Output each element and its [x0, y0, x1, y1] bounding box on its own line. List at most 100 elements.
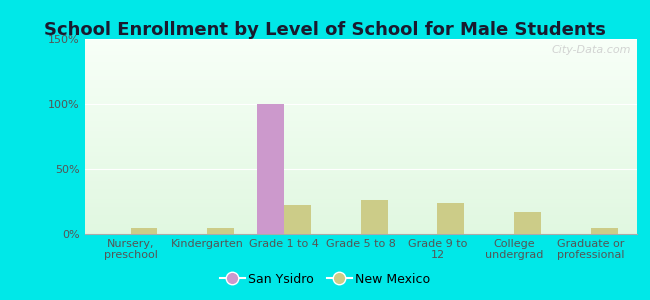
Bar	[84, 58, 637, 60]
Bar	[84, 49, 637, 51]
Bar	[84, 193, 637, 195]
Bar	[84, 43, 637, 45]
Bar	[84, 170, 637, 172]
Bar	[84, 80, 637, 82]
Bar	[84, 61, 637, 62]
Bar	[84, 156, 637, 158]
Bar	[84, 181, 637, 183]
Bar	[84, 214, 637, 217]
Bar	[84, 199, 637, 201]
Bar	[514, 212, 541, 234]
Bar	[84, 70, 637, 72]
Bar	[84, 133, 637, 134]
Bar	[84, 121, 637, 123]
Bar	[84, 212, 637, 214]
Bar	[84, 94, 637, 95]
Bar	[84, 101, 637, 103]
Bar	[84, 191, 637, 193]
Bar	[84, 232, 637, 234]
Bar	[84, 55, 637, 56]
Bar	[84, 74, 637, 76]
Bar	[84, 207, 637, 209]
Bar	[84, 162, 637, 164]
Bar	[84, 173, 637, 175]
Bar	[84, 53, 637, 55]
Bar	[84, 117, 637, 119]
Bar	[84, 176, 637, 177]
Bar	[84, 146, 637, 148]
Bar	[84, 150, 637, 152]
Bar	[84, 201, 637, 203]
Bar	[84, 164, 637, 166]
Bar	[84, 123, 637, 125]
Bar	[84, 56, 637, 58]
Bar	[84, 228, 637, 230]
Bar	[84, 218, 637, 220]
Bar	[84, 39, 637, 41]
Bar	[84, 76, 637, 78]
Legend: San Ysidro, New Mexico: San Ysidro, New Mexico	[214, 268, 436, 291]
Bar	[84, 160, 637, 162]
Bar	[84, 111, 637, 113]
Bar	[84, 177, 637, 179]
Bar	[84, 205, 637, 207]
Bar	[84, 100, 637, 101]
Bar	[84, 158, 637, 160]
Bar	[84, 166, 637, 168]
Bar	[84, 62, 637, 64]
Bar	[84, 95, 637, 98]
Bar	[84, 144, 637, 146]
Bar	[84, 92, 637, 94]
Bar	[84, 140, 637, 142]
Bar	[361, 200, 387, 234]
Bar	[84, 189, 637, 191]
Bar	[84, 125, 637, 127]
Bar	[84, 154, 637, 156]
Bar	[84, 203, 637, 205]
Bar	[84, 220, 637, 222]
Bar	[437, 203, 464, 234]
Bar	[84, 129, 637, 130]
Bar	[84, 66, 637, 68]
Bar	[84, 134, 637, 136]
Bar	[84, 90, 637, 92]
Bar	[84, 51, 637, 53]
Bar	[84, 224, 637, 226]
Bar	[84, 226, 637, 228]
Bar	[84, 183, 637, 185]
Bar	[84, 113, 637, 115]
Bar	[84, 41, 637, 43]
Bar	[84, 107, 637, 109]
Bar	[84, 127, 637, 129]
Bar	[84, 103, 637, 105]
Bar	[84, 86, 637, 88]
Bar	[84, 109, 637, 111]
Bar	[257, 104, 284, 234]
Bar	[84, 168, 637, 169]
Bar	[84, 185, 637, 187]
Bar	[207, 227, 234, 234]
Bar	[84, 172, 637, 173]
Bar	[84, 64, 637, 66]
Bar	[84, 82, 637, 84]
Bar	[84, 88, 637, 90]
Bar	[84, 195, 637, 197]
Text: City-Data.com: City-Data.com	[552, 45, 632, 55]
Bar	[84, 131, 637, 133]
Bar	[84, 222, 637, 224]
Bar	[84, 138, 637, 140]
Bar	[84, 142, 637, 144]
Bar	[84, 152, 637, 154]
Bar	[284, 206, 311, 234]
Bar	[591, 227, 618, 234]
Bar	[84, 187, 637, 189]
Bar	[84, 179, 637, 181]
Bar	[84, 68, 637, 70]
Bar	[84, 84, 637, 86]
Bar	[84, 217, 637, 218]
Bar	[84, 197, 637, 199]
Bar	[84, 98, 637, 100]
Bar	[84, 115, 637, 117]
Bar	[131, 227, 157, 234]
Bar	[84, 148, 637, 150]
